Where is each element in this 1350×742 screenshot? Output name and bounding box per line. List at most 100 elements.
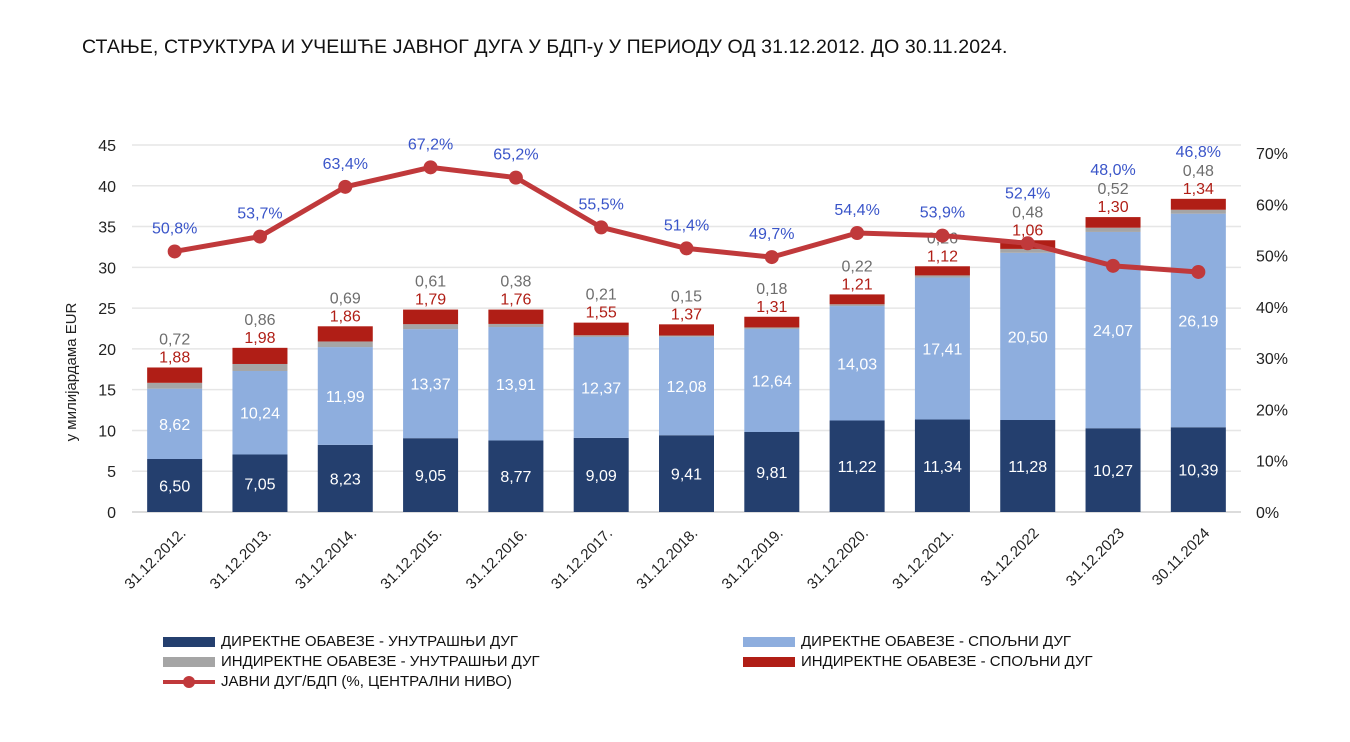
bar-3 [659,324,714,336]
bar-data-label: 9,81 [756,465,787,482]
line-data-label: 50,8% [152,220,197,237]
bar-data-label: 1,86 [330,308,361,325]
bar-data-label: 0,69 [330,290,361,307]
bar-3 [232,347,288,364]
y-axis-title: у милијардама EUR [63,302,80,441]
bar-data-label: 8,23 [330,471,361,488]
x-tick-label: 31.12.2020. [804,525,872,593]
bar-data-label: 11,99 [326,389,365,406]
bar-1 [573,336,629,438]
bar-data-label: 1,98 [244,330,275,347]
bar-1 [147,388,203,459]
x-tick-label: 31.12.2022 [977,525,1042,590]
line-point [1020,236,1035,251]
bar-data-label: 0,86 [244,312,275,329]
line-data-label: 54,4% [834,202,879,219]
bar-2 [147,382,203,389]
bar-3 [914,266,970,276]
bar-data-label: 7,05 [244,476,275,493]
legend-label: ДИРЕКТНЕ ОБАВЕЗЕ - УНУТРАШЊИ ДУГ [221,633,519,650]
bar-1 [1000,252,1056,421]
bar-data-label: 0,61 [415,274,446,291]
y-tick-label: 10 [98,423,116,440]
bar-0 [1000,420,1056,512]
x-tick-label: 30.11.2024 [1149,525,1213,589]
chart-title: СТАЊЕ, СТРУКТУРА И УЧЕШЋЕ ЈАВНОГ ДУГА У … [82,36,1008,58]
bar-0 [914,419,970,512]
line-data-label: 52,4% [1005,185,1050,202]
line-point [850,226,865,241]
x-tick-label: 31.12.2016. [463,525,531,593]
bar-data-label: 26,19 [1178,313,1218,330]
y-tick-label: 30 [98,260,116,277]
bar-data-label: 0,52 [1097,181,1128,198]
legend-line-icon [163,675,215,688]
bar-1 [1170,213,1226,428]
bar-data-label: 11,22 [838,459,877,476]
y2-tick-label: 10% [1256,454,1288,471]
x-tick-label: 31.12.2023 [1063,525,1128,590]
bar-data-label: 12,37 [581,380,621,397]
x-tick-label: 31.12.2013. [207,525,275,593]
bar-data-label: 10,24 [240,406,280,423]
bar-1 [232,370,288,455]
bar-3 [1085,217,1141,228]
line-point [679,241,694,256]
bar-data-label: 24,07 [1093,323,1133,340]
bar-data-label: 6,50 [159,478,190,495]
bar-data-label: 8,62 [159,417,190,434]
bar-data-label: 17,41 [922,342,962,359]
bar-2 [573,335,629,337]
line-point [423,160,438,175]
bar-3 [744,316,800,328]
legend-item-3: ИНДИРЕКТНЕ ОБАВЕЗЕ - СПОЉНИ ДУГ [743,653,1093,670]
bar-0 [573,437,629,512]
bar-3 [403,309,459,325]
legend-label: ЈАВНИ ДУГ/БДП (%, ЦЕНТРАЛНИ НИВО) [221,673,512,690]
line-point [1191,264,1206,279]
x-tick-label: 31.12.2012. [121,525,189,593]
y2-tick-label: 60% [1256,197,1288,214]
line-data-label: 55,5% [579,196,624,213]
bar-1 [914,277,970,420]
bar-0 [232,454,288,512]
bar-data-label: 10,39 [1178,463,1218,480]
line-data-label: 51,4% [664,217,709,234]
line-data-label: 53,7% [237,206,282,223]
bar-2 [659,335,714,337]
y2-tick-label: 0% [1256,505,1279,522]
bar-data-label: 0,22 [842,258,873,275]
bar-3 [488,309,544,324]
line-point [935,228,950,243]
bar-data-label: 14,03 [837,356,877,373]
bar-0 [488,440,544,512]
line-data-label: 65,2% [493,147,538,164]
legend-label: ДИРЕКТНЕ ОБАВЕЗЕ - СПОЉНИ ДУГ [801,633,1072,650]
bar-1 [317,347,373,445]
bar-data-label: 0,18 [756,281,787,298]
legend-swatch [743,636,795,647]
bar-data-label: 1,79 [415,292,446,309]
bar-0 [829,420,885,512]
bar-1 [829,306,885,421]
y2-tick-label: 30% [1256,351,1288,368]
y2-tick-label: 50% [1256,249,1288,266]
bar-0 [147,458,203,512]
bar-1 [488,327,544,441]
bar-data-label: 0,48 [1012,204,1043,221]
bar-data-label: 11,28 [1008,459,1047,476]
line-data-label: 67,2% [408,136,453,153]
line-point [252,229,267,244]
legend-label: ИНДИРЕКТНЕ ОБАВЕЗЕ - УНУТРАШЊИ ДУГ [221,653,540,670]
bar-data-label: 1,06 [1012,222,1043,239]
legend-item-1: ДИРЕКТНЕ ОБАВЕЗЕ - СПОЉНИ ДУГ [743,633,1071,650]
bar-3 [573,322,629,336]
line-point [764,250,779,265]
bar-2 [744,327,800,329]
y-tick-label: 15 [98,383,116,400]
bar-2 [1000,248,1056,253]
bar-1 [659,336,714,436]
legend-swatch [163,636,215,647]
bar-3 [317,326,373,342]
legend-swatch [743,656,795,667]
